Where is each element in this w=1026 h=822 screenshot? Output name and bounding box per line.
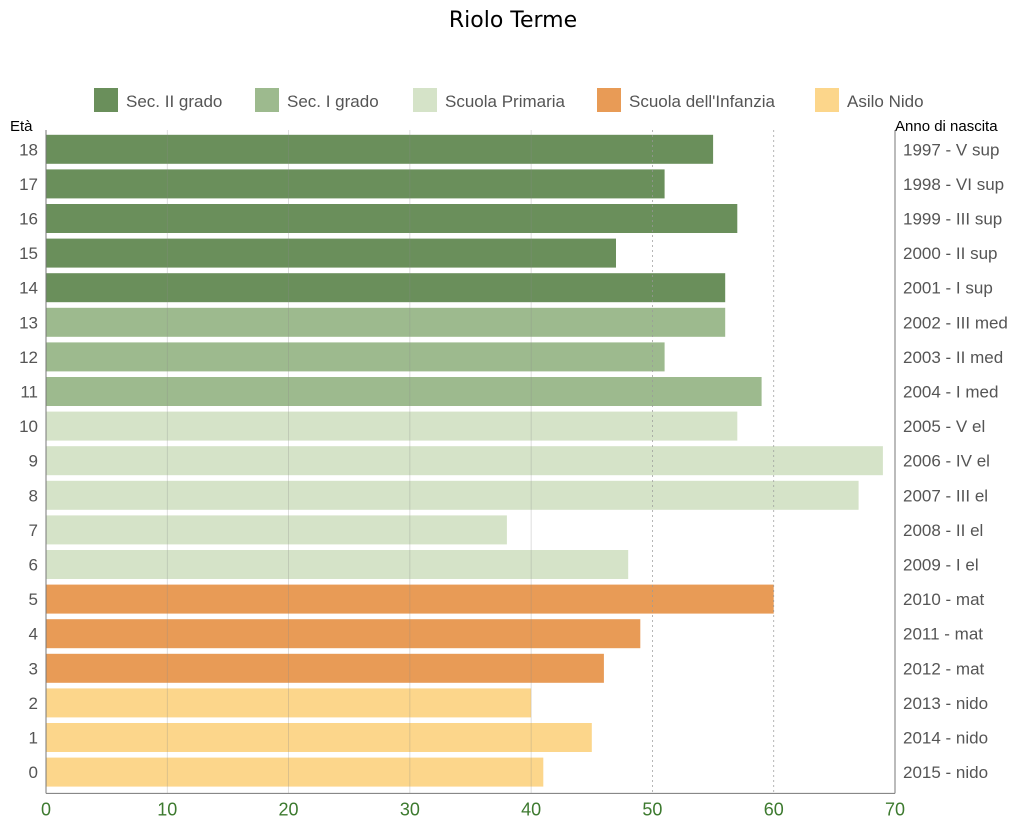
- legend-swatch-primaria: [413, 88, 437, 112]
- birth-year-label-6: 2009 - I el: [903, 556, 979, 575]
- age-label-4: 4: [29, 625, 38, 644]
- age-label-9: 9: [29, 452, 38, 471]
- birth-year-labels: 1997 - V sup 1998 - VI sup 1999 - III sup 2…: [903, 140, 1008, 782]
- bars-group: [46, 134, 883, 787]
- x-tick-label-30: 30: [400, 799, 420, 819]
- birth-year-label-7: 2008 - II el: [903, 521, 983, 540]
- gridlines: [166, 130, 775, 794]
- age-label-11: 11: [20, 383, 38, 402]
- legend-swatch-sec1: [255, 88, 279, 112]
- y-axis-label-right: Anno di nascita: [895, 118, 998, 135]
- bar-age-8: [46, 480, 859, 510]
- age-label-1: 1: [29, 729, 38, 748]
- age-label-17: 17: [19, 175, 38, 194]
- age-label-2: 2: [29, 694, 38, 713]
- birth-year-label-4: 2011 - mat: [903, 625, 983, 644]
- age-label-3: 3: [29, 659, 38, 678]
- birth-year-label-18: 1997 - V sup: [903, 140, 999, 159]
- bar-age-16: [46, 204, 738, 233]
- birth-year-label-11: 2004 - I med: [903, 383, 998, 402]
- age-label-18: 18: [19, 140, 38, 159]
- x-tick-label-50: 50: [642, 799, 662, 819]
- axes: [45, 130, 896, 794]
- birth-year-label-2: 2013 - nido: [903, 694, 988, 713]
- bar-age-3: [46, 653, 604, 683]
- age-label-8: 8: [29, 486, 38, 505]
- birth-year-label-13: 2002 - III med: [903, 313, 1008, 332]
- age-label-0: 0: [29, 763, 38, 782]
- legend-label-sec1: Sec. I grado: [287, 92, 379, 111]
- legend-label-infanzia: Scuola dell'Infanzia: [629, 92, 775, 111]
- bar-age-7: [46, 515, 507, 545]
- bar-age-5: [46, 584, 774, 614]
- bar-age-15: [46, 238, 616, 268]
- birth-year-label-17: 1998 - VI sup: [903, 175, 1004, 194]
- bar-age-4: [46, 619, 641, 649]
- x-tick-label-0: 0: [41, 799, 51, 819]
- bar-age-18: [46, 134, 714, 164]
- bar-age-10: [46, 411, 738, 441]
- birth-year-label-10: 2005 - V el: [903, 417, 985, 436]
- birth-year-label-16: 1999 - III sup: [903, 210, 1002, 229]
- x-tick-label-10: 10: [157, 799, 177, 819]
- x-tick-labels: 0 10 20 30 40 50 60 70: [41, 799, 905, 819]
- age-label-7: 7: [29, 521, 38, 540]
- birth-year-label-9: 2006 - IV el: [903, 452, 990, 471]
- legend-label-sec2: Sec. II grado: [126, 92, 222, 111]
- bar-age-11: [46, 377, 762, 406]
- birth-year-label-3: 2012 - mat: [903, 659, 985, 678]
- legend-label-nido: Asilo Nido: [847, 92, 924, 111]
- bar-age-9: [46, 446, 883, 476]
- x-tick-label-70: 70: [885, 799, 905, 819]
- page-title: Riolo Terme: [448, 8, 578, 33]
- age-label-16: 16: [19, 210, 38, 229]
- age-label-14: 14: [19, 279, 38, 298]
- birth-year-label-14: 2001 - I sup: [903, 279, 993, 298]
- birth-year-label-0: 2015 - nido: [903, 763, 988, 782]
- legend-label-primaria: Scuola Primaria: [445, 92, 566, 111]
- age-label-13: 13: [19, 313, 38, 332]
- x-tick-label-20: 20: [279, 799, 299, 819]
- legend-swatch-sec2: [94, 88, 118, 112]
- age-label-5: 5: [29, 590, 38, 609]
- age-label-6: 6: [29, 556, 38, 575]
- bar-age-6: [46, 550, 629, 579]
- birth-year-label-8: 2007 - III el: [903, 486, 988, 505]
- legend-swatch-nido: [815, 88, 839, 112]
- bar-age-0: [46, 757, 544, 787]
- x-tick-label-40: 40: [521, 799, 541, 819]
- bar-age-13: [46, 307, 726, 337]
- birth-year-label-5: 2010 - mat: [903, 590, 985, 609]
- legend: Sec. II grado Sec. I grado Scuola Primaria…: [94, 88, 924, 112]
- birth-year-label-12: 2003 - II med: [903, 348, 1003, 367]
- bar-age-14: [46, 273, 726, 303]
- y-axis-label-left: Età: [10, 118, 33, 135]
- legend-swatch-infanzia: [597, 88, 621, 112]
- x-tick-label-60: 60: [764, 799, 784, 819]
- bar-age-2: [46, 688, 532, 718]
- age-label-15: 15: [19, 244, 38, 263]
- age-label-12: 12: [19, 348, 38, 367]
- age-label-10: 10: [19, 417, 38, 436]
- bar-age-1: [46, 723, 592, 752]
- birth-year-label-1: 2014 - nido: [903, 729, 988, 748]
- bar-age-12: [46, 342, 665, 372]
- bar-age-17: [46, 169, 665, 199]
- birth-year-label-15: 2000 - II sup: [903, 244, 998, 263]
